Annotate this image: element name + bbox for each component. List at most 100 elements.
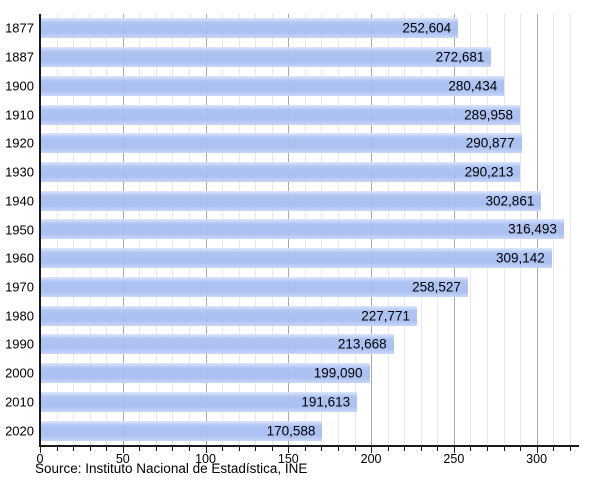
x-axis-tick	[437, 447, 439, 451]
x-axis-tick	[304, 447, 306, 451]
x-axis-tick	[188, 447, 190, 451]
x-axis-tick	[470, 447, 472, 451]
y-axis-label: 1940	[5, 193, 34, 209]
x-axis-tick	[139, 447, 141, 451]
y-axis-label: 1970	[5, 279, 34, 295]
bar-value-label: 309,142	[495, 250, 545, 266]
bar-value-label: 316,493	[508, 221, 557, 237]
x-axis-tick	[354, 447, 356, 451]
bar-row: 290,877	[40, 129, 578, 158]
bar-value-label: 258,527	[412, 279, 461, 295]
x-axis-tick	[40, 447, 41, 453]
bar: 213,668	[40, 334, 394, 355]
x-axis-tick	[420, 447, 422, 451]
bar: 199,090	[40, 363, 370, 384]
x-axis-tick	[122, 447, 124, 453]
x-axis-tick	[255, 447, 257, 451]
gridline	[569, 14, 571, 445]
y-axis-label: 1920	[5, 135, 34, 151]
bar: 272,681	[40, 47, 492, 68]
x-axis-tick	[271, 447, 273, 451]
x-axis-tick	[205, 447, 207, 453]
x-axis-tick	[238, 447, 240, 451]
x-axis-tick	[520, 447, 522, 451]
y-axis-label: 1950	[5, 222, 34, 237]
bar-row: 191,613	[40, 388, 578, 417]
bar-row: 272,681	[40, 43, 578, 72]
y-axis-label: 1887	[5, 49, 34, 65]
bar: 290,213	[40, 162, 521, 183]
bar-value-label: 289,958	[464, 107, 513, 123]
bar-value-label: 199,090	[313, 365, 363, 381]
bar: 170,588	[40, 420, 323, 441]
x-axis-tick	[371, 447, 373, 453]
bar-value-label: 302,861	[485, 193, 535, 209]
x-axis-tick-label: 0	[36, 452, 44, 466]
bar-row: 309,142	[40, 244, 578, 273]
x-axis-tick	[569, 447, 571, 451]
source-note: Source: Instituto Nacional de Estadístic…	[35, 461, 308, 476]
x-axis-tick-label: 250	[443, 452, 465, 466]
bar-row: 170,588	[40, 416, 578, 445]
x-axis-tick	[288, 447, 290, 453]
x-axis-tick	[106, 447, 108, 451]
bar: 290,877	[40, 133, 522, 154]
y-axis-label: 2020	[5, 423, 34, 439]
y-axis-label: 2000	[5, 365, 34, 381]
y-axis-label: 1990	[5, 336, 34, 352]
bar-value-label: 290,213	[464, 164, 514, 180]
x-axis-tick	[89, 447, 91, 451]
bar-value-label: 227,771	[361, 308, 411, 324]
bar: 258,527	[40, 276, 468, 297]
plot-area: 252,604 272,681 280,434 289,958 290,877 290,2…	[40, 14, 578, 445]
y-axis-label: 1930	[5, 164, 34, 180]
y-axis-line	[39, 14, 41, 446]
bar-value-label: 213,668	[337, 336, 387, 352]
bar-value-label: 191,613	[301, 394, 351, 410]
x-axis-tick	[73, 447, 75, 451]
x-axis-tick	[503, 447, 505, 451]
x-axis-tick	[172, 447, 174, 451]
bar-row: 227,771	[40, 301, 578, 330]
bar-value-label: 170,588	[266, 423, 316, 439]
bar-row: 199,090	[40, 359, 578, 388]
bar-row: 213,668	[40, 330, 578, 359]
bar: 316,493	[40, 219, 564, 240]
bar-value-label: 272,681	[435, 49, 485, 65]
x-axis-tick	[222, 447, 224, 451]
x-axis-tick	[321, 447, 323, 451]
x-axis-tick	[56, 447, 58, 451]
bar: 227,771	[40, 305, 418, 326]
y-axis-label: 2010	[5, 394, 34, 410]
bar-row: 252,604	[40, 14, 578, 43]
x-axis-tick-label: 50	[115, 452, 130, 466]
bar-row: 280,434	[40, 71, 578, 100]
bar-row: 258,527	[40, 273, 578, 302]
bar-row: 302,861	[40, 186, 578, 215]
x-axis-tick	[453, 447, 455, 453]
bar-row: 290,213	[40, 158, 578, 187]
y-axis-label: 1980	[5, 308, 34, 324]
x-axis-tick-label: 100	[195, 452, 216, 466]
bar: 252,604	[40, 18, 459, 39]
x-axis-tick	[387, 447, 389, 451]
bar: 309,142	[40, 248, 552, 269]
x-axis-tick	[536, 447, 538, 453]
y-axis-label: 1877	[5, 20, 34, 36]
y-axis-label: 1960	[5, 250, 34, 266]
x-axis-tick	[486, 447, 488, 451]
bar-value-label: 252,604	[402, 20, 452, 36]
x-axis-tick	[404, 447, 406, 451]
x-axis-tick	[155, 447, 157, 451]
x-axis-tick-label: 150	[277, 452, 299, 466]
bar-value-label: 280,434	[448, 78, 498, 94]
bar-value-label: 290,877	[465, 135, 515, 151]
bar: 289,958	[40, 104, 520, 125]
bar-row: 289,958	[40, 100, 578, 129]
y-axis-label: 1900	[5, 78, 34, 94]
bar: 302,861	[40, 190, 542, 211]
y-axis-label: 1910	[5, 107, 34, 123]
bar-row: 316,493	[40, 215, 578, 244]
x-axis-tick	[553, 447, 555, 451]
